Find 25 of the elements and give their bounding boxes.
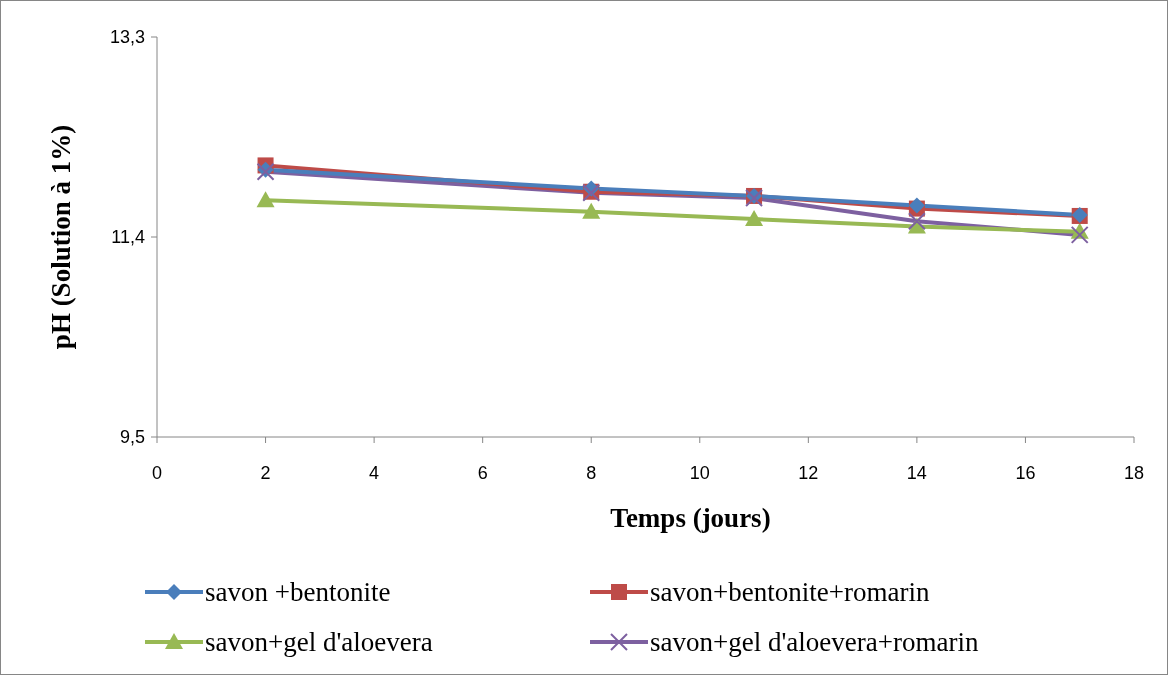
x-tick-label: 6 bbox=[477, 463, 488, 483]
legend-label: savon+gel d'aloevera+romarin bbox=[650, 627, 979, 658]
x-tick-label: 14 bbox=[906, 463, 927, 483]
x-tick-label: 2 bbox=[260, 463, 271, 483]
y-tick-label: 11,4 bbox=[111, 227, 145, 248]
point bbox=[745, 189, 764, 208]
point bbox=[907, 212, 926, 231]
point bbox=[1070, 225, 1089, 244]
y-tick-label: 13,3 bbox=[109, 27, 145, 48]
point bbox=[256, 191, 275, 208]
y-tick-label: 9,5 bbox=[119, 427, 145, 448]
x-tick-label: 4 bbox=[369, 463, 380, 483]
x-tick-label: 12 bbox=[798, 463, 819, 483]
x-tick-label: 18 bbox=[1123, 463, 1145, 483]
legend-label: savon +bentonite bbox=[205, 577, 391, 608]
x-tick-label: 16 bbox=[1015, 463, 1036, 483]
point bbox=[745, 210, 764, 227]
x-tick-label: 0 bbox=[151, 463, 163, 483]
legend-label: savon+bentonite+romarin bbox=[650, 577, 930, 608]
point bbox=[582, 202, 601, 219]
x-axis-title: Temps (jours) bbox=[610, 503, 771, 533]
x-tick-label: 10 bbox=[689, 463, 710, 483]
x-tick-label: 8 bbox=[586, 463, 597, 483]
legend-label: savon+gel d'aloevera bbox=[205, 627, 433, 658]
y-axis-title: pH (Solution à 1%) bbox=[46, 124, 76, 350]
